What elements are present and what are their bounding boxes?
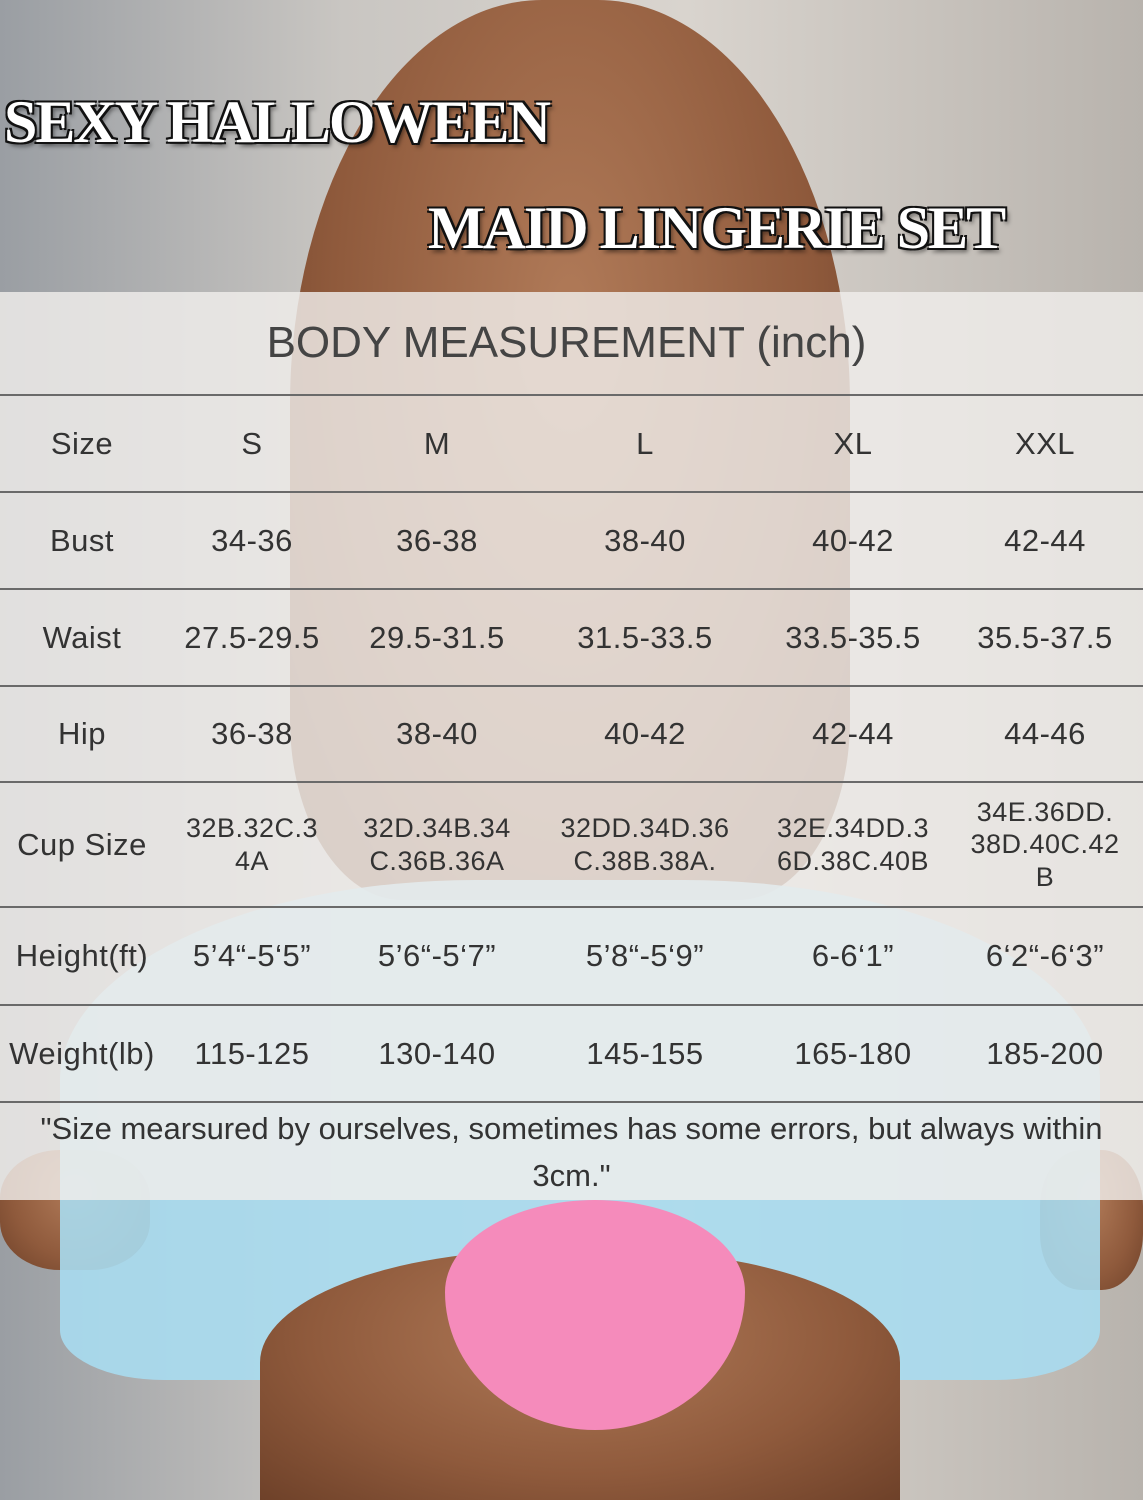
table-cell: 35.5-37.5 — [977, 619, 1113, 655]
size-note: "Size mearsured by ourselves, sometimes … — [40, 1111, 1103, 1193]
table-cell: 32B.32C.3 4A — [185, 813, 319, 876]
row-divider — [0, 588, 1143, 590]
table-cell: 32DD.34D.36 C.38B.38A. — [560, 813, 730, 876]
table-cell: 34-36 — [211, 522, 293, 558]
row-label: Cup Size — [17, 826, 147, 862]
size-chart-panel — [0, 292, 1143, 1200]
column-header: XXL — [1014, 425, 1076, 461]
row-divider — [0, 394, 1143, 396]
row-divider — [0, 491, 1143, 493]
table-caption: BODY MEASUREMENT (inch) — [266, 318, 867, 367]
table-cell: 5’8“-5‘9” — [585, 938, 705, 973]
row-label: Height(ft) — [15, 938, 149, 973]
row-label: Weight(lb) — [9, 1035, 155, 1071]
table-cell: 115-125 — [194, 1035, 310, 1071]
row-divider — [0, 1101, 1143, 1103]
row-label: Size — [50, 425, 114, 461]
table-cell: 36-38 — [211, 716, 293, 751]
table-cell: 31.5-33.5 — [577, 619, 713, 655]
row-label: Bust — [49, 522, 115, 558]
row-divider — [0, 1004, 1143, 1006]
table-cell: 38-40 — [604, 522, 686, 558]
table-cell: 185-200 — [986, 1035, 1104, 1071]
table-cell: 42-44 — [812, 716, 894, 751]
column-header: L — [636, 425, 654, 461]
table-cell: 40-42 — [812, 522, 894, 558]
table-cell: 6‘2“-6‘3” — [985, 938, 1105, 973]
table-cell: 33.5-35.5 — [785, 619, 921, 655]
column-header: S — [241, 425, 263, 461]
table-cell: 38-40 — [396, 716, 478, 751]
row-label: Waist — [42, 619, 122, 655]
row-divider — [0, 781, 1143, 783]
table-cell: 29.5-31.5 — [369, 619, 505, 655]
row-divider — [0, 685, 1143, 687]
table-cell: 6-6‘1” — [811, 938, 895, 973]
row-label: Hip — [57, 716, 106, 751]
title-line: MAID LINGERIE SET — [428, 195, 1006, 261]
table-cell: 40-42 — [604, 716, 686, 751]
table-cell: 36-38 — [396, 522, 478, 558]
table-cell: 145-155 — [586, 1035, 704, 1071]
table-cell: 130-140 — [378, 1035, 496, 1071]
table-cell: 5’6“-5‘7” — [377, 938, 497, 973]
table-cell: 27.5-29.5 — [184, 619, 320, 655]
title-line: SEXY HALLOWEEN — [4, 89, 551, 155]
table-cell: 34E.36DD. 38D.40C.42 B — [970, 796, 1120, 892]
table-cell: 44-46 — [1004, 716, 1086, 751]
table-cell: 32E.34DD.3 6D.38C.40B — [776, 813, 930, 876]
column-header: M — [423, 425, 451, 461]
table-cell: 32D.34B.34 C.36B.36A — [363, 813, 511, 876]
column-header: XL — [833, 425, 873, 461]
table-cell: 165-180 — [794, 1035, 912, 1071]
row-divider — [0, 906, 1143, 908]
table-cell: 5’4“-5‘5” — [192, 938, 312, 973]
table-cell: 42-44 — [1004, 522, 1086, 558]
censor-heart — [445, 1200, 745, 1430]
